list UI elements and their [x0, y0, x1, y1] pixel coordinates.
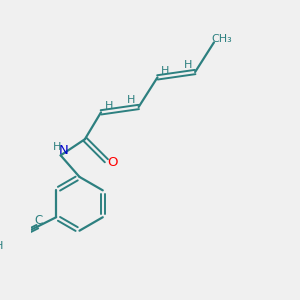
Text: H: H	[183, 60, 192, 70]
Text: H: H	[53, 142, 61, 152]
Text: H: H	[0, 241, 3, 251]
Text: H: H	[127, 95, 135, 105]
Text: H: H	[105, 100, 113, 111]
Text: O: O	[107, 156, 118, 170]
Text: H: H	[161, 66, 170, 76]
Text: C: C	[34, 214, 43, 227]
Text: N: N	[59, 144, 69, 157]
Text: CH₃: CH₃	[211, 34, 232, 44]
